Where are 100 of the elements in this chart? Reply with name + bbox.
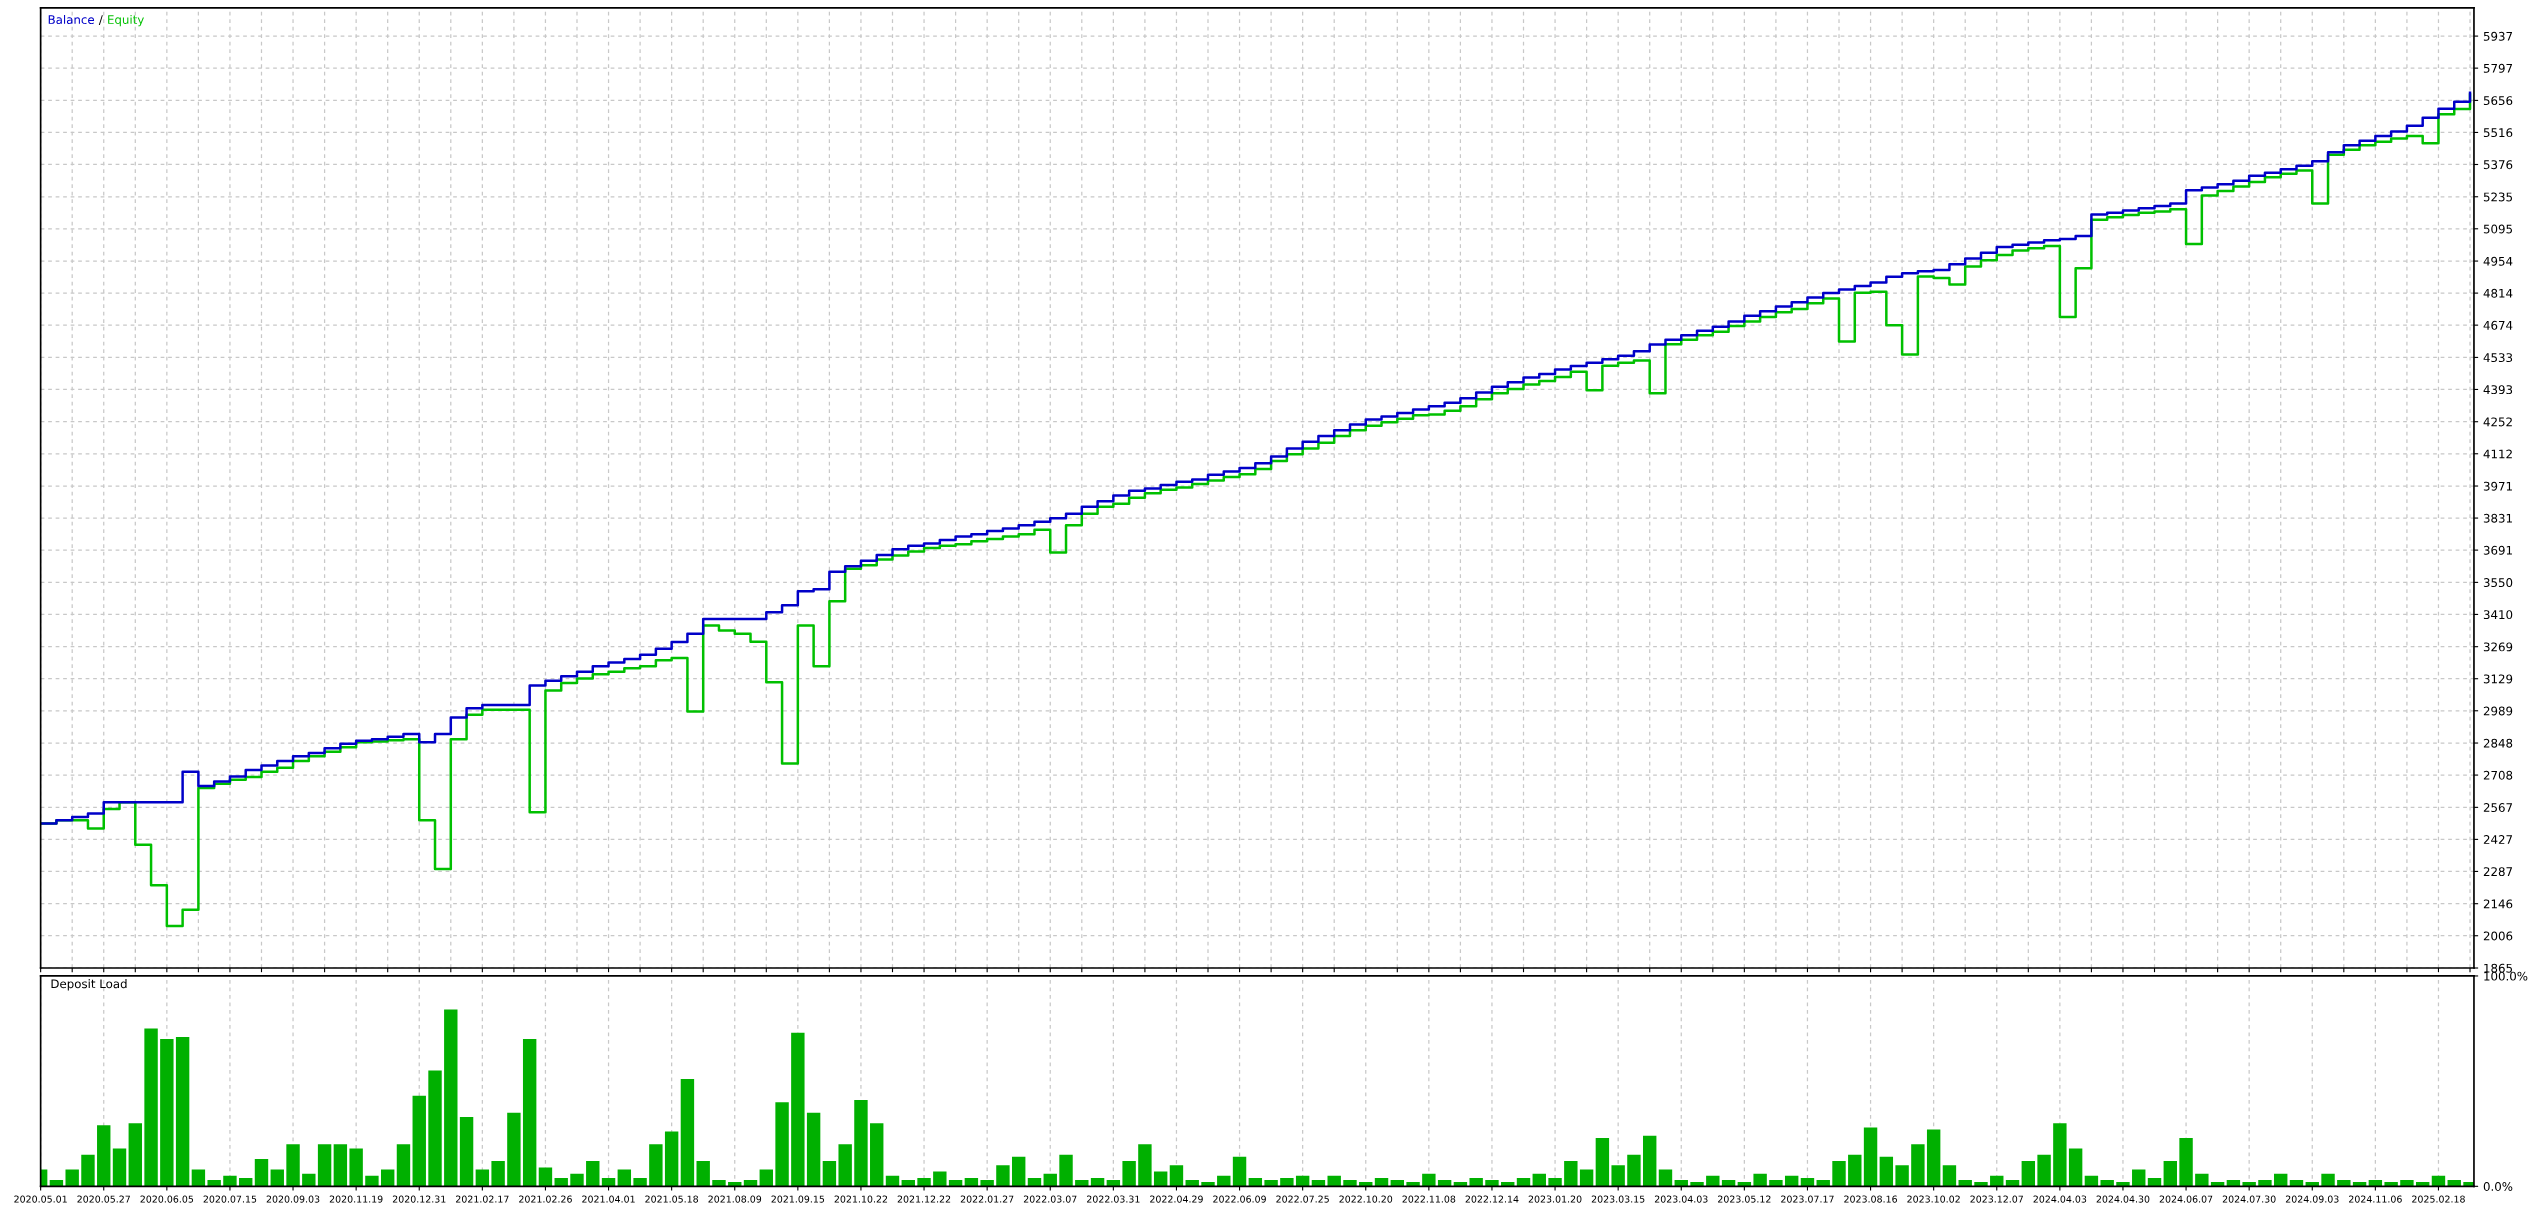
x-tick-label: 2024.04.30 xyxy=(2096,1195,2150,1203)
y-tick-label: 2567 xyxy=(2483,803,2513,812)
bar xyxy=(696,1161,710,1187)
bar xyxy=(459,1116,474,1187)
bar xyxy=(444,1009,458,1187)
y-tick-label: 4674 xyxy=(2483,320,2513,330)
bar xyxy=(2195,1173,2209,1187)
bar xyxy=(1848,1154,1862,1187)
y-tick-label: 4814 xyxy=(2483,288,2513,298)
bar xyxy=(1122,1161,1136,1187)
x-tick-label: 2023.10.02 xyxy=(1907,1195,1960,1203)
x-tick-label: 2022.04.29 xyxy=(1150,1195,1203,1203)
bar xyxy=(160,1039,174,1187)
x-tick-label: 2021.02.17 xyxy=(456,1195,509,1203)
bar xyxy=(1658,1169,1673,1187)
bar xyxy=(759,1169,773,1187)
bar xyxy=(1627,1154,1641,1187)
y-tick-label: 5656 xyxy=(2483,96,2513,106)
bar xyxy=(1595,1137,1610,1187)
chart-title: Deposit Load xyxy=(51,979,127,991)
x-tick-label: 2021.12.22 xyxy=(897,1195,951,1203)
x-tick-label: 2021.09.15 xyxy=(771,1195,825,1203)
bar xyxy=(286,1144,300,1187)
bar xyxy=(1911,1144,1925,1187)
bar xyxy=(112,1148,127,1187)
bar xyxy=(2068,1148,2083,1187)
bar xyxy=(1169,1165,1184,1187)
bar xyxy=(538,1167,553,1187)
bar xyxy=(254,1158,269,1187)
y-tick-label: 3691 xyxy=(2483,545,2512,555)
y-tick-label: 4954 xyxy=(2483,256,2513,266)
y-tick-label: 2006 xyxy=(2483,931,2513,941)
x-tick-label: 2023.08.16 xyxy=(1844,1195,1897,1203)
x-tick-label: 2023.12.07 xyxy=(1970,1195,2023,1203)
x-tick-label: 2024.09.03 xyxy=(2285,1195,2339,1203)
bar xyxy=(586,1161,600,1187)
bar xyxy=(1863,1127,1878,1187)
bar xyxy=(1942,1165,1957,1187)
bar xyxy=(775,1102,789,1187)
x-tick-label: 2023.01.20 xyxy=(1528,1195,1582,1203)
bar xyxy=(680,1079,695,1187)
bar xyxy=(2132,1169,2146,1187)
y-tick-label: 5376 xyxy=(2483,160,2513,170)
bar xyxy=(317,1144,332,1187)
x-tick-label: 2022.03.31 xyxy=(1087,1195,1140,1203)
x-tick-label: 2021.04.01 xyxy=(582,1195,635,1203)
bar xyxy=(2321,1173,2335,1187)
annotation: / xyxy=(98,15,103,25)
y-tick-label: 1865 xyxy=(2484,963,2512,973)
y-tick-label: 3410 xyxy=(2483,610,2513,620)
y-tick-label: 5516 xyxy=(2483,128,2513,138)
bar xyxy=(1895,1165,1909,1187)
bar xyxy=(191,1169,206,1187)
y-tick-label: 2989 xyxy=(2483,706,2513,716)
x-tick-label: 2020.12.31 xyxy=(392,1195,446,1203)
x-tick-label: 2020.05.01 xyxy=(14,1195,67,1203)
y-tick-label: 3129 xyxy=(2483,674,2513,684)
y-tick-label: 2427 xyxy=(2483,835,2513,844)
x-tick-label: 2024.04.03 xyxy=(2033,1195,2087,1203)
y-tick-label: 3550 xyxy=(2483,578,2513,588)
bar xyxy=(380,1169,395,1187)
x-tick-label: 2020.05.27 xyxy=(77,1195,130,1203)
bar xyxy=(870,1123,884,1187)
x-tick-label: 2020.07.15 xyxy=(203,1195,257,1203)
bar xyxy=(1643,1135,1657,1187)
x-tick-label: 2024.07.30 xyxy=(2222,1195,2276,1203)
bar xyxy=(791,1032,805,1187)
bar xyxy=(491,1161,505,1187)
bar xyxy=(428,1070,442,1187)
x-tick-label: 2024.11.06 xyxy=(2349,1195,2402,1203)
bar xyxy=(822,1161,837,1187)
bar xyxy=(1579,1169,1594,1187)
x-tick-label: 2022.11.08 xyxy=(1402,1195,1456,1203)
y-tick-label: 5095 xyxy=(2483,224,2512,234)
bar xyxy=(65,1169,79,1187)
y-tick-label: 5937 xyxy=(2483,31,2513,41)
bar xyxy=(1012,1156,1026,1187)
bar xyxy=(1611,1165,1625,1187)
bar xyxy=(2053,1123,2067,1187)
x-tick-label: 2022.03.07 xyxy=(1023,1195,1077,1203)
bar xyxy=(412,1095,426,1187)
x-tick-label: 2023.03.15 xyxy=(1591,1195,1645,1203)
y-tick-label: 2146 xyxy=(2483,899,2513,909)
y-tick-label: 4393 xyxy=(2483,385,2513,395)
bar xyxy=(2037,1154,2051,1187)
bar xyxy=(570,1173,584,1187)
bar xyxy=(854,1100,868,1187)
y-tick-label: 2287 xyxy=(2483,867,2513,877)
bar xyxy=(1059,1154,1073,1187)
x-tick-label: 2020.09.03 xyxy=(266,1195,320,1203)
x-tick-label: 2022.10.20 xyxy=(1339,1195,1393,1203)
x-tick-label: 2021.02.26 xyxy=(519,1195,572,1203)
y-tick-label: 2848 xyxy=(2483,738,2513,748)
bar xyxy=(270,1169,284,1187)
bar xyxy=(1879,1156,1894,1187)
bar xyxy=(617,1169,632,1187)
bar xyxy=(2163,1161,2177,1187)
x-tick-label: 2022.07.25 xyxy=(1276,1195,1329,1203)
bar xyxy=(1232,1156,1247,1187)
bar xyxy=(396,1144,411,1187)
